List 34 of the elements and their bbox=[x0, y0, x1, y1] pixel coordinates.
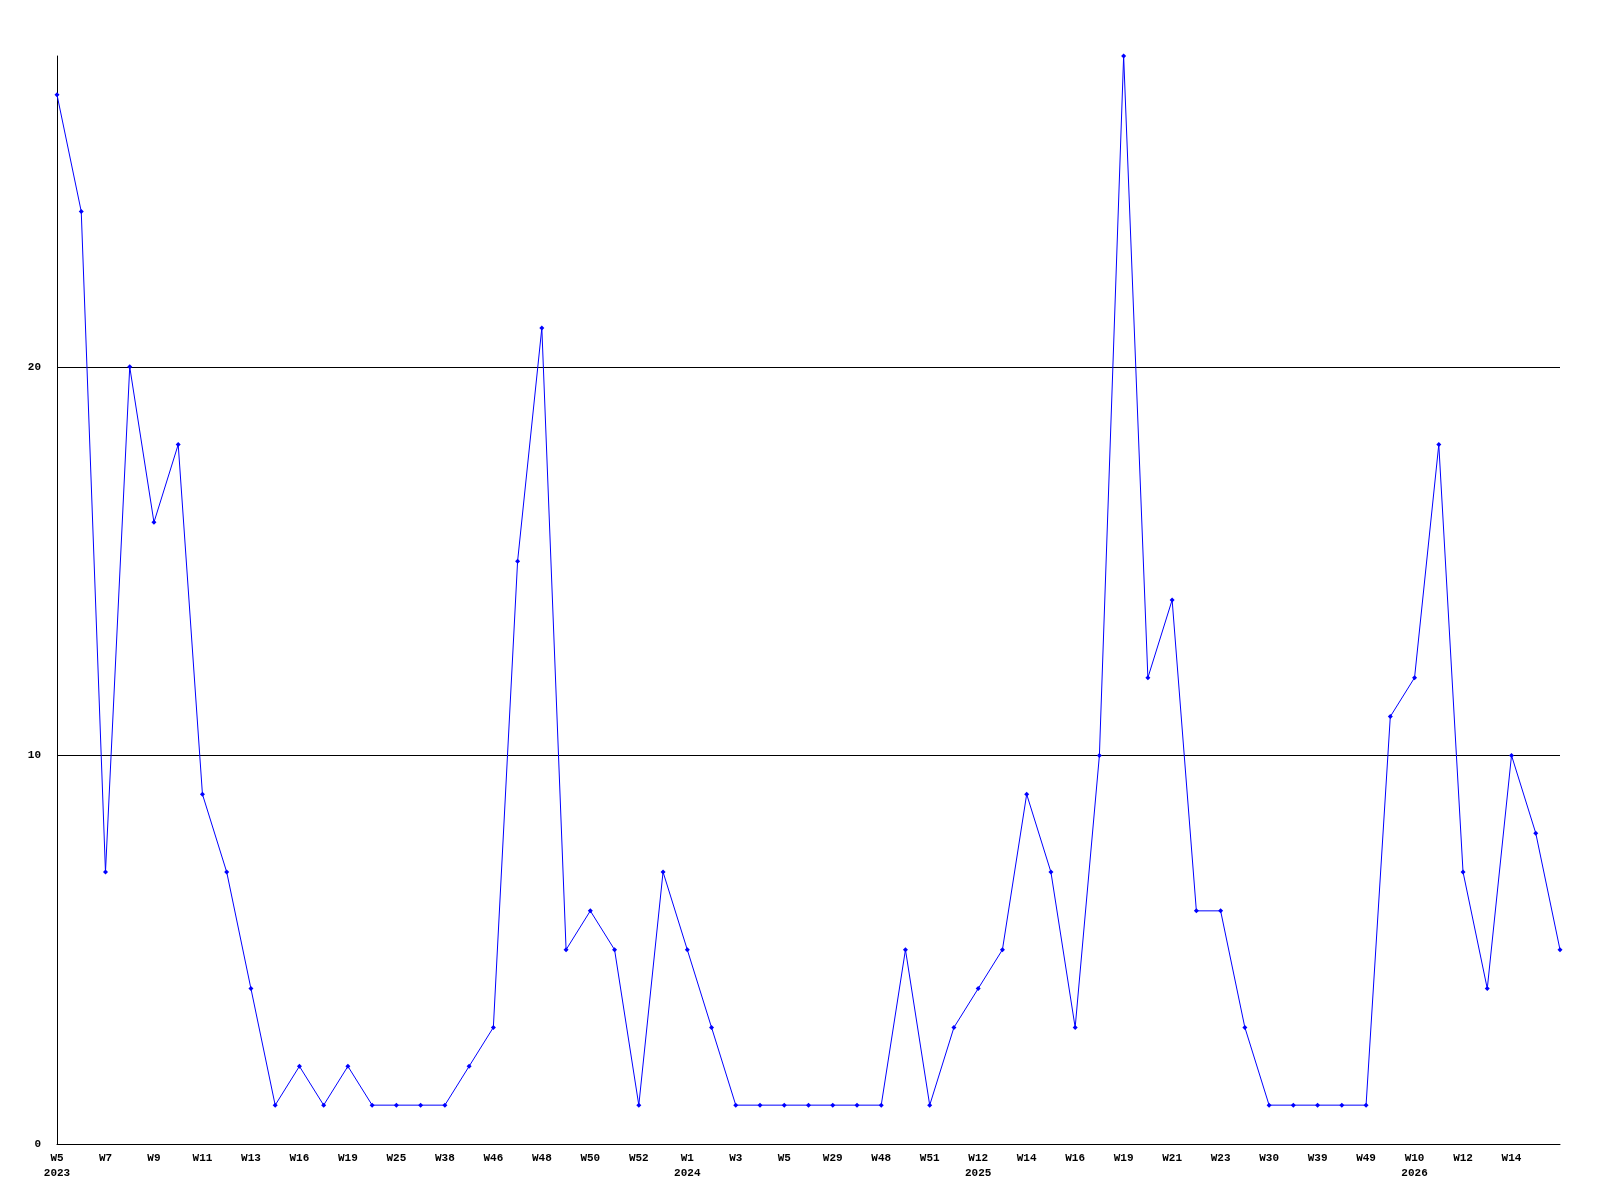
x-tick-label: W25 bbox=[386, 1151, 407, 1164]
x-tick-label: W30 bbox=[1259, 1151, 1279, 1164]
y-tick-label: 0 bbox=[34, 1138, 41, 1150]
x-tick-label: W16 bbox=[289, 1151, 310, 1164]
x-tick-label: W48 bbox=[871, 1151, 892, 1164]
y-tick-label: 10 bbox=[27, 749, 41, 762]
x-tick-label: W38 bbox=[434, 1151, 456, 1164]
x-tick-label: W14 bbox=[1501, 1151, 1522, 1164]
x-tick-label: W13 bbox=[241, 1151, 262, 1164]
x-tick-label: W39 bbox=[1307, 1151, 1328, 1164]
x-tick-label: W21 bbox=[1162, 1151, 1183, 1164]
x-tick-label: W3 bbox=[729, 1151, 743, 1164]
x-tick-label: W52 bbox=[628, 1151, 649, 1164]
x-tick-label: W50 bbox=[580, 1151, 601, 1164]
x-tick-label: W19 bbox=[1113, 1151, 1134, 1164]
x-tick-label: W19 bbox=[338, 1151, 358, 1164]
x-tick-label: W10 2026 bbox=[1401, 1151, 1428, 1179]
x-tick-label: W48 bbox=[531, 1151, 553, 1164]
x-tick-label: W7 bbox=[98, 1151, 113, 1164]
x-tick-label: W5 2023 bbox=[43, 1151, 71, 1179]
x-tick-label: W12 2025 bbox=[964, 1151, 992, 1179]
x-tick-label: W46 bbox=[483, 1151, 504, 1164]
y-tick-label: 20 bbox=[27, 360, 41, 373]
x-tick-label: W51 bbox=[919, 1151, 941, 1164]
x-tick-label: W1 2024 bbox=[674, 1151, 701, 1179]
x-tick-label: W9 bbox=[147, 1151, 161, 1164]
x-tick-label: W14 bbox=[1016, 1151, 1037, 1164]
x-tick-label: W23 bbox=[1210, 1151, 1231, 1164]
x-tick-label: W12 bbox=[1453, 1151, 1473, 1164]
x-tick-label: W29 bbox=[822, 1151, 843, 1164]
x-tick-label: W16 bbox=[1065, 1151, 1086, 1164]
x-tick-label: W49 bbox=[1356, 1151, 1376, 1164]
x-tick-label: W5 bbox=[777, 1151, 792, 1164]
x-tick-label: W11 bbox=[192, 1151, 213, 1164]
